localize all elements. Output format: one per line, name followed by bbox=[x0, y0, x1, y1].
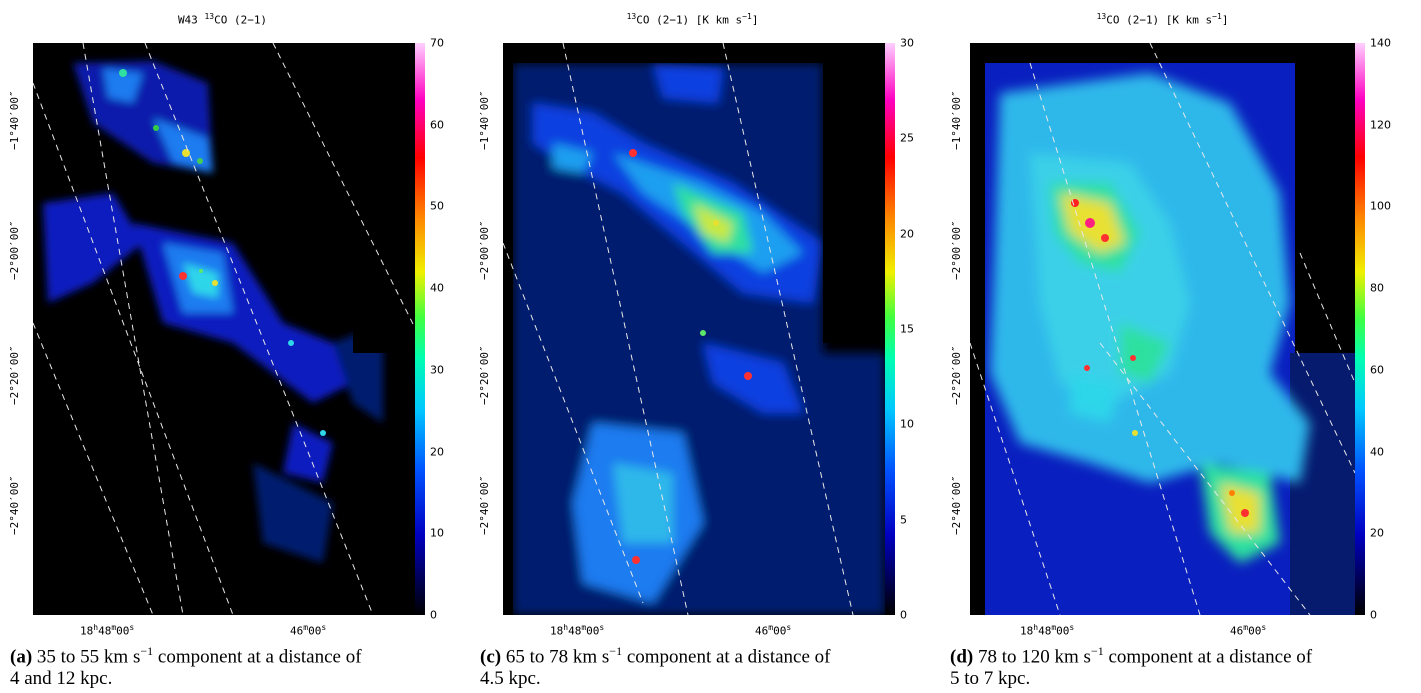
colorbar-tick: 0 bbox=[430, 608, 437, 622]
intensity-map bbox=[33, 43, 415, 615]
colorbar-tick: 20 bbox=[430, 445, 444, 459]
colorbar-tick: 80 bbox=[1370, 281, 1384, 295]
title-prefix: W43 bbox=[177, 13, 205, 27]
colorbar-tick: 40 bbox=[430, 281, 444, 295]
colorbar-tick: 100 bbox=[1370, 199, 1391, 213]
dec-label: −2°00′00″ bbox=[8, 220, 21, 280]
colorbar-labels: 70 60 50 40 30 20 10 0 bbox=[430, 37, 470, 622]
ra-label-right: 46m00s bbox=[1230, 623, 1267, 638]
ra-label-left: 18h48m00s bbox=[550, 623, 605, 638]
colorbar bbox=[885, 43, 895, 615]
colorbar-tick: 5 bbox=[900, 513, 907, 527]
panel-caption: (a) 35 to 55 km s−1 component at a dista… bbox=[10, 644, 362, 690]
colorbar-labels: 140 120 100 80 60 40 20 0 bbox=[1370, 37, 1410, 622]
panel-d: 13CO (2−1) [K km s−1] bbox=[945, 0, 1421, 693]
colorbar-tick: 30 bbox=[430, 363, 444, 377]
colorbar-tick: 60 bbox=[1370, 363, 1384, 377]
intensity-map bbox=[970, 43, 1355, 615]
title-text: CO (2−1) [K km s bbox=[1106, 13, 1213, 27]
colorbar bbox=[1355, 43, 1365, 615]
ra-label-left: 18h48m00s bbox=[1020, 623, 1075, 638]
dec-label: −2°40′00″ bbox=[478, 475, 491, 535]
caption-label: (c) bbox=[480, 646, 502, 668]
panel-caption: (c) 65 to 78 km s−1 component at a dista… bbox=[480, 644, 831, 690]
panel-title: 13CO (2−1) [K km s−1] bbox=[626, 12, 759, 27]
caption-label: (d) bbox=[950, 646, 974, 668]
caption-label: (a) bbox=[10, 646, 33, 668]
panel-c: 13CO (2−1) [K km s−1] bbox=[470, 0, 945, 693]
dec-label: −2°20′00″ bbox=[950, 345, 963, 405]
colorbar-tick: 25 bbox=[900, 131, 914, 145]
colorbar-tick: 50 bbox=[430, 199, 444, 213]
dec-label: −2°40′00″ bbox=[950, 475, 963, 535]
colorbar-tick: 0 bbox=[900, 608, 907, 622]
map-graphic bbox=[970, 43, 1355, 615]
colorbar-tick: 10 bbox=[900, 417, 914, 431]
title-isotope: 13 bbox=[626, 12, 637, 21]
dec-label: −1°40′00″ bbox=[950, 90, 963, 150]
dec-label: −2°40′00″ bbox=[8, 475, 21, 535]
dec-label: −2°00′00″ bbox=[950, 220, 963, 280]
dec-label: −2°20′00″ bbox=[8, 345, 21, 405]
title-text: CO (2−1) [K km s bbox=[636, 13, 743, 27]
panel-a: W43 13CO (2−1) bbox=[0, 0, 470, 693]
title-isotope: 13 bbox=[1096, 12, 1107, 21]
ra-label-right: 46m00s bbox=[290, 623, 327, 638]
colorbar bbox=[415, 43, 425, 615]
dec-label: −1°40′00″ bbox=[8, 90, 21, 150]
map-graphic bbox=[33, 43, 415, 615]
dec-label: −1°40′00″ bbox=[478, 90, 491, 150]
colorbar-tick: 20 bbox=[900, 227, 914, 241]
colorbar-tick: 60 bbox=[430, 118, 444, 132]
panel-title: 13CO (2−1) [K km s−1] bbox=[1096, 12, 1229, 27]
colorbar-labels: 30 25 20 15 10 5 0 bbox=[900, 37, 940, 622]
panel-caption: (d) 78 to 120 km s−1 component at a dist… bbox=[950, 644, 1313, 690]
ra-label-left: 18h48m00s bbox=[80, 623, 135, 638]
colorbar-tick: 120 bbox=[1370, 118, 1391, 132]
colorbar-tick: 20 bbox=[1370, 526, 1384, 540]
colorbar-tick: 140 bbox=[1370, 36, 1391, 50]
colorbar-tick: 15 bbox=[900, 322, 914, 336]
intensity-map bbox=[503, 43, 885, 615]
panel-title: W43 13CO (2−1) bbox=[30, 12, 415, 27]
colorbar-tick: 10 bbox=[430, 526, 444, 540]
ra-label-right: 46m00s bbox=[755, 623, 792, 638]
dec-label: −2°00′00″ bbox=[478, 220, 491, 280]
title-text: CO (2−1) bbox=[214, 13, 268, 27]
colorbar-tick: 0 bbox=[1370, 608, 1377, 622]
colorbar-tick: 30 bbox=[900, 36, 914, 50]
colorbar-tick: 70 bbox=[430, 36, 444, 50]
colorbar-tick: 40 bbox=[1370, 445, 1384, 459]
map-graphic bbox=[503, 43, 885, 615]
title-isotope: 13 bbox=[204, 12, 215, 21]
dec-label: −2°20′00″ bbox=[478, 345, 491, 405]
